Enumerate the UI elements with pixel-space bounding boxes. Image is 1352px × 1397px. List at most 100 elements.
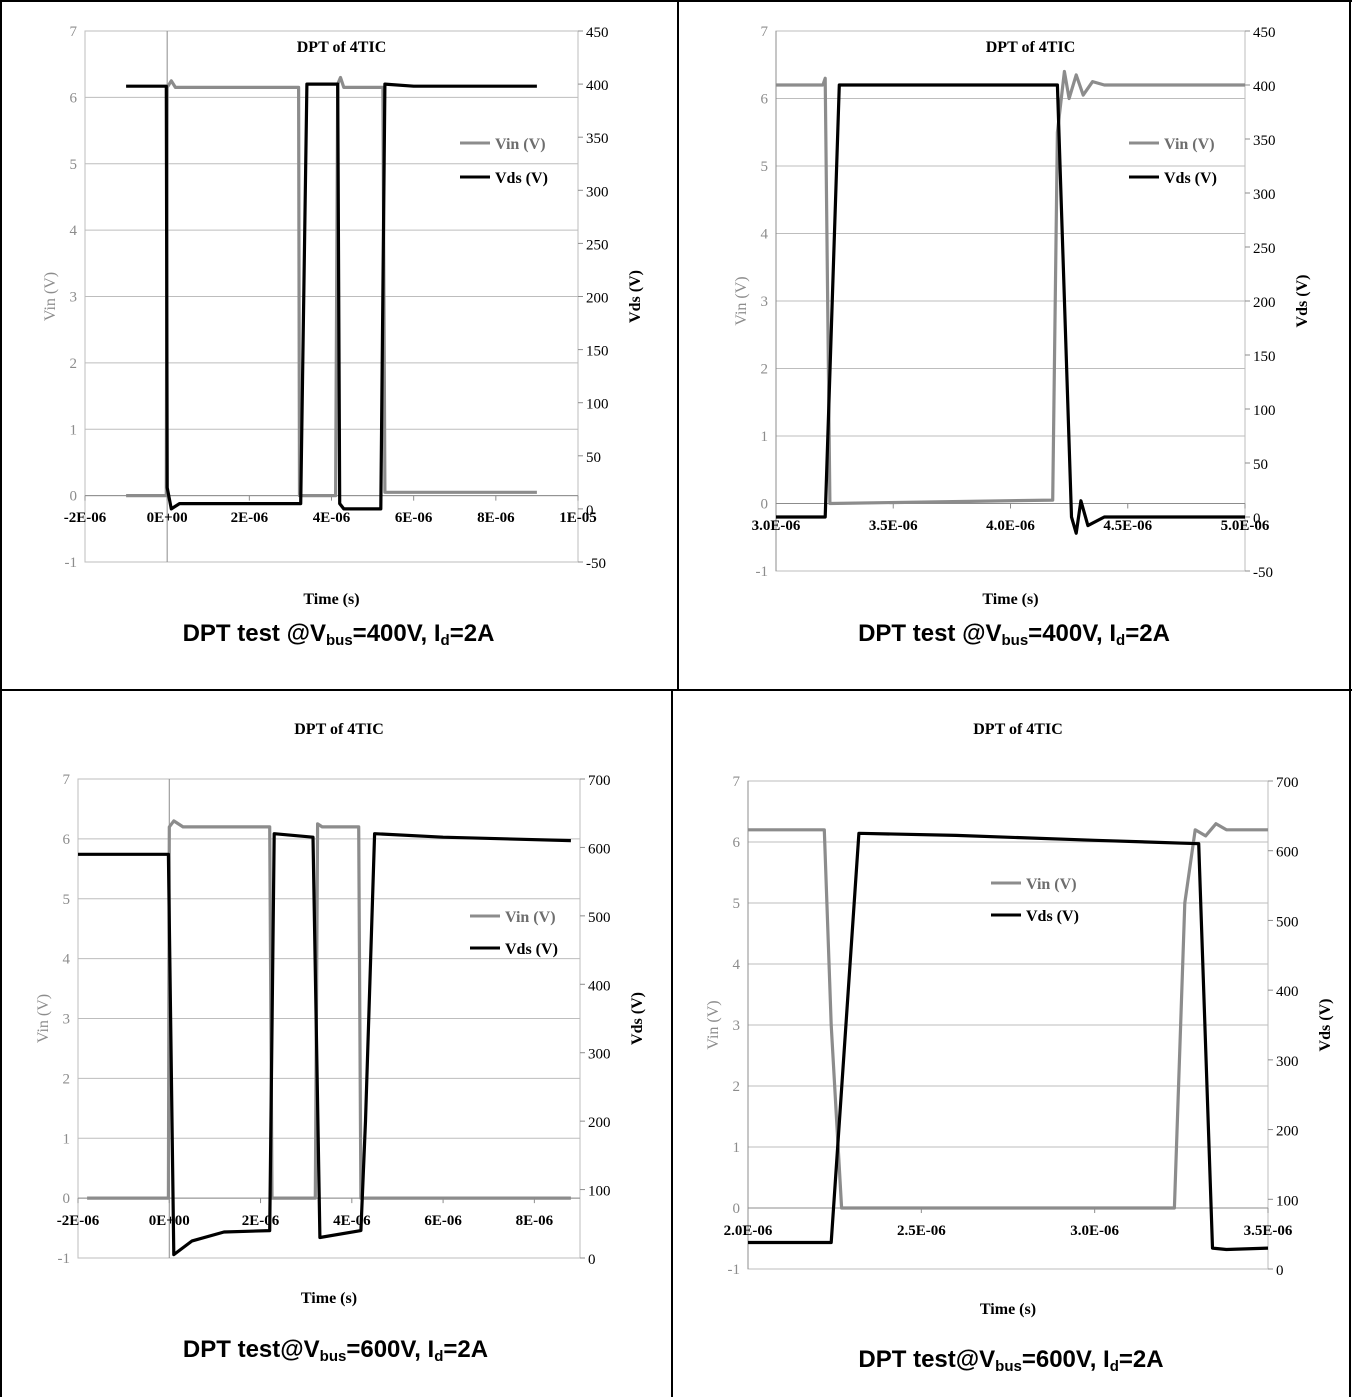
y-left-tick-label: 7 — [761, 24, 769, 40]
x-axis-label: Time (s) — [982, 591, 1038, 608]
caption-text: DPT test@V — [858, 1346, 996, 1373]
legend-label: Vin (V) — [1026, 876, 1077, 893]
y-left-tick-label: 5 — [733, 896, 741, 912]
y-right-tick-label: 0 — [586, 503, 594, 519]
y-right-tick-label: 450 — [586, 25, 609, 41]
y-right-tick-label: 400 — [588, 978, 611, 994]
caption-text: DPT test@V — [182, 1336, 320, 1363]
x-tick-label: 0E+00 — [147, 510, 188, 526]
y-right-tick-label: 200 — [586, 291, 609, 307]
series-line-vds — [748, 831, 1269, 1252]
x-tick-label: 4E-06 — [333, 1213, 371, 1229]
x-tick-label: 2E-06 — [231, 510, 269, 526]
caption-subscript: d — [434, 1348, 444, 1365]
legend-label: Vds (V) — [1026, 908, 1079, 925]
y-left-tick-label: 0 — [761, 497, 769, 513]
series-line-vin — [748, 822, 1268, 1210]
y-left-tick-label: -1 — [728, 1262, 741, 1278]
y-right-tick-label: 300 — [586, 184, 609, 200]
x-tick-label: 3.0E-06 — [752, 518, 801, 534]
x-tick-label: 0E+00 — [149, 1213, 190, 1229]
outer-border-top — [0, 0, 1352, 2]
series-line-vds — [78, 832, 571, 1257]
vertical-divider-top — [677, 0, 679, 690]
x-tick-label: 3.5E-06 — [1244, 1223, 1293, 1239]
y-left-tick-label: 2 — [70, 356, 78, 372]
chart-title: DPT of 4TIC — [297, 39, 387, 56]
x-tick-label: 8E-06 — [516, 1213, 554, 1229]
chart-panel-4: -1 0 1 2 3 4 5 6 7 0 100 200 300 400 500 600 700 2.0E-06 2… — [673, 691, 1349, 1397]
y-left-tick-label: 5 — [761, 159, 769, 175]
y-right-tick-label: 350 — [1253, 133, 1276, 149]
y-right-tick-label: 0 — [1253, 511, 1261, 527]
y-left-tick-label: 1 — [63, 1131, 71, 1147]
x-tick-label: 4E-06 — [313, 510, 351, 526]
chart-3: -1 0 1 2 3 4 5 6 7 0 100 200 300 400 500 600 700 -2E-06 0E… — [35, 721, 646, 1307]
y-right-tick-label: 100 — [1276, 1193, 1299, 1209]
caption-subscript: d — [440, 632, 450, 649]
y-right-tick-label: 400 — [1276, 984, 1299, 1000]
y-right-tick-label: 150 — [1253, 349, 1276, 365]
y-right-tick-label: 300 — [1276, 1054, 1299, 1070]
caption-subscript: bus — [326, 632, 353, 649]
x-tick-label: 6E-06 — [424, 1213, 462, 1229]
chart-4: -1 0 1 2 3 4 5 6 7 0 100 200 300 400 500 600 700 2.0E-06 2… — [705, 721, 1334, 1318]
legend-label: Vin (V) — [505, 909, 556, 926]
caption-3: DPT test@Vbus=600V, Id=2A — [0, 1336, 671, 1365]
y-right-axis-label: Vds (V) — [1317, 999, 1334, 1052]
x-tick-label: 4.0E-06 — [986, 518, 1035, 534]
y-right-tick-label: 250 — [1253, 241, 1276, 257]
y-right-tick-label: 400 — [1253, 79, 1276, 95]
caption-subscript: d — [1116, 632, 1126, 649]
outer-border-right — [1349, 0, 1351, 1397]
y-right-tick-label: 50 — [1253, 457, 1268, 473]
legend-label: Vds (V) — [1164, 170, 1217, 187]
y-left-tick-label: 6 — [63, 832, 71, 848]
x-axis-label: Time (s) — [301, 1290, 357, 1307]
y-left-tick-label: 4 — [70, 223, 78, 239]
y-left-tick-label: 2 — [63, 1071, 71, 1087]
y-left-tick-label: 6 — [70, 90, 78, 106]
x-tick-label: 2.5E-06 — [897, 1223, 946, 1239]
chart-panel-3: -1 0 1 2 3 4 5 6 7 0 100 200 300 400 500 600 700 -2E-06 0E… — [0, 691, 671, 1397]
y-left-tick-label: 6 — [761, 92, 769, 108]
caption-text: DPT test @V — [182, 620, 326, 647]
y-left-axis-label: Vin (V) — [35, 994, 52, 1043]
series-line-vds — [776, 83, 1245, 535]
y-left-tick-label: 6 — [733, 835, 741, 851]
y-left-tick-label: 5 — [63, 892, 71, 908]
x-tick-label: -2E-06 — [64, 510, 107, 526]
series-line-vin — [776, 69, 1245, 506]
x-tick-label: 2E-06 — [242, 1213, 280, 1229]
legend-label: Vin (V) — [495, 136, 546, 153]
series-line-vin — [87, 819, 571, 1200]
y-right-tick-label: 0 — [588, 1252, 596, 1268]
y-right-tick-label: -50 — [586, 556, 606, 572]
caption-2: DPT test @Vbus=400V, Id=2A — [679, 620, 1349, 649]
x-tick-label: 3.0E-06 — [1070, 1223, 1119, 1239]
y-left-tick-label: 0 — [733, 1201, 741, 1217]
series-line-vds — [126, 82, 537, 511]
x-tick-label: 5.0E-06 — [1221, 518, 1270, 534]
y-left-tick-label: 7 — [63, 772, 71, 788]
y-right-tick-label: 300 — [588, 1047, 611, 1063]
y-left-tick-label: 7 — [70, 24, 78, 40]
caption-text: =2A — [1118, 1346, 1164, 1373]
y-left-tick-label: 3 — [761, 294, 769, 310]
y-left-tick-label: 3 — [63, 1012, 71, 1028]
y-left-tick-label: 0 — [70, 489, 78, 505]
caption-1: DPT test @Vbus=400V, Id=2A — [0, 620, 677, 649]
vertical-divider-bottom — [671, 690, 673, 1397]
y-left-tick-label: 5 — [70, 157, 78, 173]
x-tick-label: 4.5E-06 — [1103, 518, 1152, 534]
y-right-tick-label: 200 — [588, 1115, 611, 1131]
y-right-tick-label: 600 — [1276, 845, 1299, 861]
caption-text: =2A — [449, 620, 495, 647]
y-left-tick-label: 3 — [733, 1018, 741, 1034]
y-right-axis-label: Vds (V) — [627, 270, 644, 323]
y-right-tick-label: 200 — [1253, 295, 1276, 311]
y-left-tick-label: 0 — [63, 1191, 71, 1207]
y-left-tick-label: 7 — [733, 774, 741, 790]
y-left-tick-label: 4 — [733, 957, 741, 973]
y-left-tick-label: 4 — [761, 227, 769, 243]
